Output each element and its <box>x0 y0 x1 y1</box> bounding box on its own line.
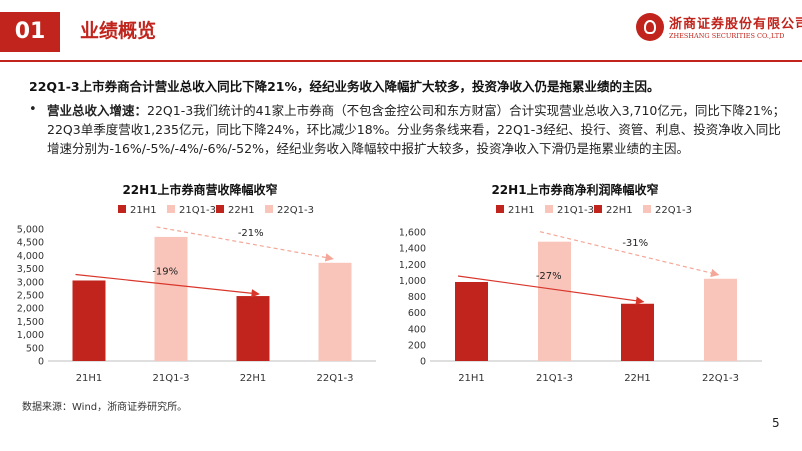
x-tick-label: 21H1 <box>458 373 485 384</box>
legend-label: 21H1 <box>130 205 157 216</box>
headline: 22Q1-3上市券商合计营业总收入同比下降21%，经纪业务收入降幅扩大较多，投资… <box>29 79 660 94</box>
growth-arrow-h1 <box>75 273 260 298</box>
bar-22Q1-3 <box>318 262 352 361</box>
y-tick-label: 800 <box>408 292 426 303</box>
header-rule <box>0 60 802 62</box>
bar-22H1 <box>236 296 270 361</box>
legend-label: 22Q1-3 <box>655 205 692 216</box>
legend-label: 22Q1-3 <box>277 205 314 216</box>
growth-label-h1: -27% <box>536 271 562 282</box>
bullet-dot-icon: • <box>29 102 37 117</box>
y-tick-label: 0 <box>38 357 44 368</box>
x-tick-label: 21H1 <box>76 373 103 384</box>
x-tick-label: 22Q1-3 <box>317 373 354 384</box>
legend-swatch <box>265 205 273 213</box>
y-tick-label: 5,000 <box>17 225 44 236</box>
y-tick-label: 1,000 <box>400 276 426 287</box>
y-tick-label: 1,500 <box>17 317 44 328</box>
growth-arrow-q3 <box>156 226 334 262</box>
chart-2-title: 22H1上市券商净利润降幅收窄 <box>491 183 659 197</box>
legend-swatch <box>594 205 602 213</box>
logo-mark-icon <box>636 13 664 41</box>
legend-swatch <box>216 205 224 213</box>
legend-label: 21Q1-3 <box>179 205 216 216</box>
y-tick-label: 3,000 <box>17 277 44 288</box>
legend-swatch <box>167 205 175 213</box>
bullet-text: 22Q1-3我们统计的41家上市券商（不包含金控公司和东方财富）合计实现营业总收… <box>47 103 786 156</box>
section-number-badge: 01 <box>0 12 60 52</box>
x-tick-label: 21Q1-3 <box>536 373 573 384</box>
y-tick-label: 1,200 <box>400 260 426 271</box>
y-tick-label: 4,500 <box>17 238 44 249</box>
bar-22Q1-3 <box>704 278 737 361</box>
y-tick-label: 500 <box>26 343 44 354</box>
logo-chinese-name: 浙商证券股份有限公司 <box>669 17 802 32</box>
bar-21H1 <box>455 281 488 361</box>
bar-22H1 <box>621 303 654 361</box>
y-tick-label: 3,500 <box>17 264 44 275</box>
company-logo: 浙商证券股份有限公司 ZHESHANG SECURITIES CO.,LTD <box>636 9 802 49</box>
legend-swatch <box>496 205 504 213</box>
legend-label: 22H1 <box>228 205 255 216</box>
legend-label: 22H1 <box>606 205 633 216</box>
growth-arrow-q3 <box>539 231 720 278</box>
y-tick-label: 1,400 <box>400 244 426 255</box>
source-note: 数据来源：Wind，浙商证券研究所。 <box>22 402 188 413</box>
x-tick-label: 22Q1-3 <box>702 373 739 384</box>
y-tick-label: 0 <box>420 357 426 368</box>
legend-swatch <box>545 205 553 213</box>
bullet-paragraph: 营业总收入增速：22Q1-3我们统计的41家上市券商（不包含金控公司和东方财富）… <box>47 101 787 158</box>
y-tick-label: 400 <box>408 324 426 335</box>
legend-label: 21H1 <box>508 205 535 216</box>
chart-1: 21H1 21Q1-3 22H1 22Q1-3 0 500 1,000 1,500 2,000 2… <box>17 205 376 384</box>
chart-2: 21H1 21Q1-3 22H1 22Q1-3 0 200 400 600 800 1,000 1,… <box>400 205 762 384</box>
logo-english-name: ZHESHANG SECURITIES CO.,LTD <box>669 32 785 40</box>
growth-label-q3: -21% <box>238 228 264 239</box>
chart-1-title: 22H1上市券商营收降幅收窄 <box>122 183 278 197</box>
y-tick-label: 1,600 <box>400 228 426 239</box>
x-tick-label: 22H1 <box>624 373 651 384</box>
y-tick-label: 200 <box>408 340 426 351</box>
legend-swatch <box>118 205 126 213</box>
section-title: 业绩概览 <box>80 20 157 42</box>
y-tick-label: 1,000 <box>17 330 44 341</box>
y-tick-label: 600 <box>408 308 426 319</box>
x-tick-label: 21Q1-3 <box>153 373 190 384</box>
y-tick-label: 2,500 <box>17 291 44 302</box>
legend-swatch <box>643 205 651 213</box>
growth-label-h1: -19% <box>152 266 178 277</box>
bullet-label: 营业总收入增速： <box>47 103 148 118</box>
y-tick-label: 2,000 <box>17 304 44 315</box>
bar-21Q1-3 <box>538 241 571 361</box>
growth-label-q3: -31% <box>622 238 648 249</box>
growth-arrow-h1 <box>457 275 645 305</box>
y-tick-label: 4,000 <box>17 251 44 262</box>
bar-21Q1-3 <box>154 236 188 361</box>
bar-21H1 <box>72 280 106 361</box>
x-tick-label: 22H1 <box>240 373 267 384</box>
page-number: 5 <box>772 416 780 430</box>
legend-label: 21Q1-3 <box>557 205 594 216</box>
